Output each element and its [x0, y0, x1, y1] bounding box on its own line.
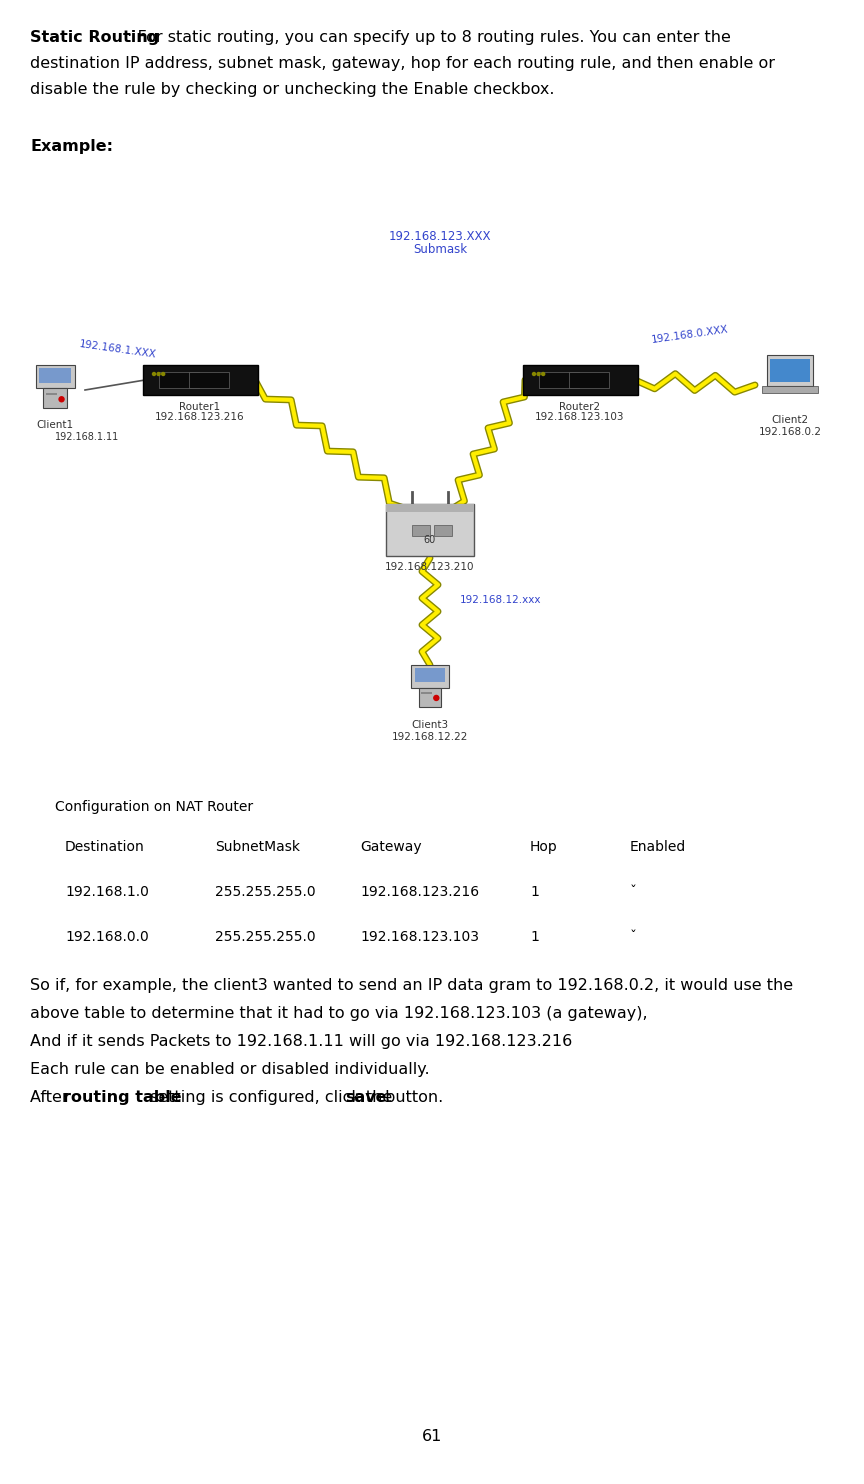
Bar: [412, 525, 430, 536]
Text: 192.168.0.XXX: 192.168.0.XXX: [651, 325, 729, 344]
Bar: [771, 359, 810, 383]
Text: 192.168.123.103: 192.168.123.103: [360, 930, 479, 944]
Text: destination IP address, subnet mask, gateway, hop for each routing rule, and the: destination IP address, subnet mask, gat…: [30, 56, 775, 71]
Text: Hop: Hop: [530, 840, 558, 853]
Circle shape: [162, 372, 165, 375]
Text: Enabled: Enabled: [630, 840, 686, 853]
Bar: [43, 389, 67, 408]
Text: 192.168.0.2: 192.168.0.2: [759, 427, 822, 436]
Bar: [189, 372, 229, 389]
Text: : For static routing, you can specify up to 8 routing rules. You can enter the: : For static routing, you can specify up…: [127, 30, 731, 45]
Text: 1: 1: [530, 884, 539, 899]
Text: 192.168.123.103: 192.168.123.103: [536, 413, 625, 421]
Bar: [386, 505, 474, 512]
Text: 192.168.123.216: 192.168.123.216: [156, 413, 245, 421]
Text: 192.168.123.XXX: 192.168.123.XXX: [389, 230, 492, 243]
Text: save: save: [345, 1091, 386, 1106]
Text: ˇ: ˇ: [630, 884, 637, 899]
Bar: [539, 372, 580, 389]
Text: Client1: Client1: [36, 420, 73, 430]
Text: Submask: Submask: [413, 243, 467, 257]
Text: 192.168.1.XXX: 192.168.1.XXX: [79, 340, 156, 361]
Bar: [523, 365, 638, 395]
Text: 192.168.123.210: 192.168.123.210: [385, 562, 474, 571]
Bar: [421, 692, 432, 695]
Text: 60: 60: [424, 536, 436, 546]
Circle shape: [537, 372, 540, 375]
Circle shape: [59, 396, 64, 402]
Circle shape: [542, 372, 544, 375]
Bar: [46, 393, 57, 395]
Text: 192.168.12.xxx: 192.168.12.xxx: [460, 595, 542, 605]
Bar: [411, 665, 448, 687]
Text: Example:: Example:: [30, 139, 113, 154]
Text: Router1: Router1: [180, 402, 220, 413]
Circle shape: [434, 696, 439, 700]
Bar: [35, 365, 74, 389]
Text: above table to determine that it had to go via 192.168.123.103 (a gateway),: above table to determine that it had to …: [30, 1006, 648, 1021]
Text: Each rule can be enabled or disabled individually.: Each rule can be enabled or disabled ind…: [30, 1063, 429, 1077]
Text: 192.168.1.0: 192.168.1.0: [65, 884, 149, 899]
Text: button.: button.: [380, 1091, 443, 1106]
Bar: [762, 386, 818, 393]
Text: Gateway: Gateway: [360, 840, 422, 853]
Text: disable the rule by checking or unchecking the Enable checkbox.: disable the rule by checking or unchecki…: [30, 82, 555, 96]
Text: Static Routing: Static Routing: [30, 30, 159, 45]
Text: And if it sends Packets to 192.168.1.11 will go via 192.168.123.216: And if it sends Packets to 192.168.1.11 …: [30, 1034, 572, 1049]
Text: SubnetMask: SubnetMask: [215, 840, 300, 853]
Bar: [435, 525, 452, 536]
Text: After: After: [30, 1091, 73, 1106]
Bar: [143, 365, 257, 395]
Text: 255.255.255.0: 255.255.255.0: [215, 884, 315, 899]
Bar: [415, 668, 445, 683]
Text: setting is configured, click the: setting is configured, click the: [145, 1091, 397, 1106]
Bar: [159, 372, 200, 389]
Text: Destination: Destination: [65, 840, 145, 853]
Text: So if, for example, the client3 wanted to send an IP data gram to 192.168.0.2, i: So if, for example, the client3 wanted t…: [30, 978, 793, 993]
Circle shape: [532, 372, 536, 375]
Bar: [766, 355, 813, 386]
Text: 192.168.1.11: 192.168.1.11: [55, 432, 119, 442]
Bar: [40, 368, 71, 383]
Bar: [386, 505, 474, 556]
Text: Router2: Router2: [559, 402, 600, 413]
Text: 192.168.123.216: 192.168.123.216: [360, 884, 480, 899]
Text: 61: 61: [422, 1429, 442, 1444]
Text: Client3: Client3: [411, 720, 448, 730]
Text: Client2: Client2: [772, 416, 809, 424]
Text: Configuration on NAT Router: Configuration on NAT Router: [55, 800, 253, 815]
Text: 192.168.0.0: 192.168.0.0: [65, 930, 149, 944]
Text: 255.255.255.0: 255.255.255.0: [215, 930, 315, 944]
Circle shape: [153, 372, 156, 375]
Text: 192.168.12.22: 192.168.12.22: [391, 732, 468, 742]
Text: routing table: routing table: [63, 1091, 181, 1106]
Circle shape: [157, 372, 160, 375]
Text: 1: 1: [530, 930, 539, 944]
Text: ˇ: ˇ: [630, 930, 637, 944]
Bar: [569, 372, 609, 389]
Bar: [419, 687, 442, 706]
